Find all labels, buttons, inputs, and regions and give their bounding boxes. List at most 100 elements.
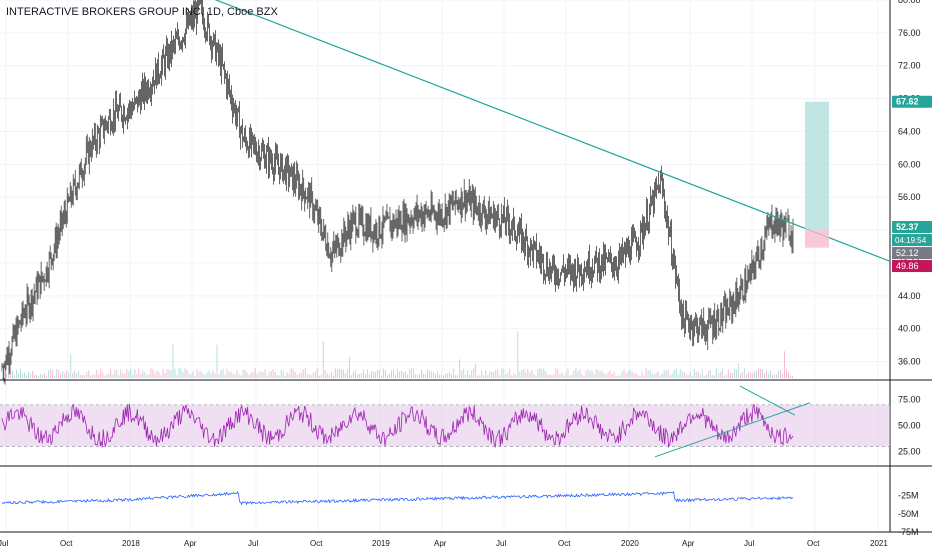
volume-bar (318, 375, 320, 378)
volume-bar (238, 374, 240, 378)
volume-bar (685, 374, 687, 378)
volume-bar (278, 375, 280, 378)
volume-bar (44, 373, 46, 378)
volume-bar (288, 373, 290, 378)
volume-bar (653, 374, 655, 378)
time-tick-label: Apr (434, 539, 447, 548)
volume-bar (471, 370, 473, 378)
volume-bar (623, 369, 625, 378)
volume-bar (445, 373, 447, 378)
volume-bar (166, 369, 168, 378)
volume-bar (735, 369, 737, 378)
volume-bar (160, 375, 162, 378)
volume-bar (20, 368, 22, 378)
volume-bar (96, 369, 98, 378)
volume-bar (182, 371, 184, 378)
volume-bar (146, 374, 148, 378)
volume-bar (78, 370, 80, 378)
volume-bar (164, 373, 166, 378)
volume-bar (158, 372, 160, 378)
volume-bar (292, 368, 294, 378)
volume-bar (747, 371, 749, 378)
volume-bar (593, 374, 595, 378)
volume-bar (579, 369, 581, 378)
volume-bar (591, 370, 593, 378)
volume-bar (757, 368, 759, 378)
volume-bar (12, 370, 14, 378)
volume-bar (485, 370, 487, 378)
volume-bar (106, 374, 108, 378)
volume-bar (539, 368, 541, 378)
volume-bar (216, 344, 218, 378)
volume-bar (605, 374, 607, 378)
last-price-label-bg (892, 221, 932, 234)
volume-bar (501, 368, 503, 378)
time-tick-label: Jul (248, 539, 258, 548)
volume-bar (36, 375, 38, 378)
volume-bar (120, 369, 122, 378)
volume-bar (32, 370, 34, 378)
volume-bar (761, 369, 763, 378)
volume-bar (280, 369, 282, 378)
volume-bar (423, 373, 425, 378)
volume-bar (66, 370, 68, 378)
volume-bar (603, 373, 605, 378)
volume-bar (364, 374, 366, 378)
volume-bar (507, 372, 509, 378)
volume-bar (34, 374, 36, 378)
volume-bar (545, 371, 547, 378)
volume-bar (447, 373, 449, 378)
volume-bar (601, 370, 603, 378)
volume-bar (729, 372, 731, 378)
volume-bar (651, 372, 653, 378)
volume-bar (206, 372, 208, 378)
volume-bar (667, 370, 669, 378)
volume-bar (771, 374, 773, 378)
volume-bar (274, 371, 276, 378)
volume-bar (641, 371, 643, 378)
volume-bar (435, 374, 437, 378)
volume-bar (419, 374, 421, 378)
volume-bar (693, 368, 695, 378)
volume-bar (449, 372, 451, 378)
volume-bar (523, 369, 525, 378)
volume-bar (615, 375, 617, 378)
time-tick-label: Oct (310, 539, 323, 548)
volume-bar (144, 372, 146, 378)
volume-bar (218, 374, 220, 378)
volume-bar (370, 371, 372, 378)
volume-bar (587, 369, 589, 378)
volume-bar (505, 374, 507, 378)
volume-bar (308, 374, 310, 378)
volume-bar (236, 370, 238, 378)
volume-bar (743, 368, 745, 378)
volume-bar (493, 372, 495, 378)
volume-bar (284, 375, 286, 378)
volume-bar (392, 369, 394, 378)
volume-bar (721, 368, 723, 378)
chart-title: INTERACTIVE BROKERS GROUP INC, 1D, Cboe … (6, 6, 278, 18)
volume-bar (515, 374, 517, 378)
volume-bar (232, 373, 234, 378)
volume-bar (619, 375, 621, 378)
volume-bar (272, 369, 274, 378)
volume-bar (70, 354, 72, 378)
volume-bar (745, 374, 747, 378)
volume-bar (543, 368, 545, 378)
volume-bar (679, 368, 681, 378)
volume-bar (304, 368, 306, 378)
volume-bar (519, 371, 521, 378)
volume-bar (779, 369, 781, 378)
volume-bar (633, 373, 635, 378)
volume-bar (767, 373, 769, 378)
target-price-label-bg (892, 95, 932, 108)
volume-bar (481, 370, 483, 378)
volume-bar (739, 373, 741, 378)
volume-bar (537, 369, 539, 378)
volume-bar (443, 375, 445, 378)
volume-bar (673, 369, 675, 378)
volume-bar (541, 368, 543, 378)
volume-bar (200, 371, 202, 378)
volume-bar (108, 373, 110, 378)
volume-bar (555, 368, 557, 378)
